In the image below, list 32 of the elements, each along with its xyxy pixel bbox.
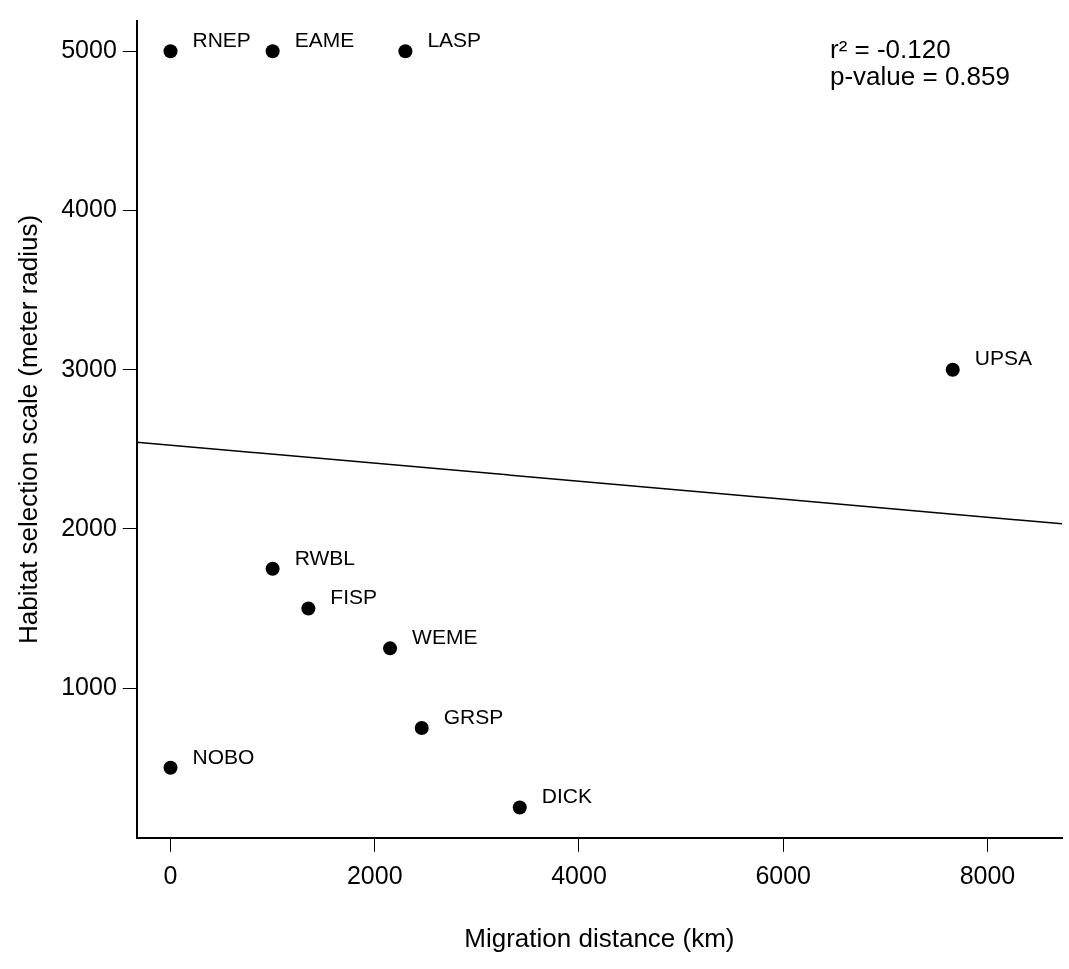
- y-tick-label: 5000: [61, 35, 117, 64]
- point: [163, 760, 178, 775]
- annotation: RNEP: [192, 28, 251, 52]
- point: [512, 800, 527, 815]
- point: [265, 561, 280, 576]
- y-tick-label: 4000: [61, 194, 117, 223]
- x-tick-label: 2000: [346, 860, 403, 889]
- annotation: RWBL: [294, 545, 355, 569]
- annotation: WEME: [412, 625, 478, 649]
- annotation: GRSP: [443, 704, 504, 728]
- x-tick-label: 8000: [959, 860, 1016, 889]
- y-axis-title: Habitat selection scale (meter radius): [12, 214, 43, 644]
- x-tick-label: 4000: [551, 860, 607, 889]
- annotation: NOBO: [192, 744, 255, 768]
- point: [163, 44, 178, 59]
- annotation: UPSA: [974, 346, 1032, 370]
- annotation: FISP: [330, 585, 378, 609]
- y-tick-label: 3000: [61, 353, 117, 382]
- x-tick-label: 6000: [755, 860, 812, 889]
- point: [301, 601, 316, 616]
- annotation: LASP: [427, 28, 482, 52]
- point: [265, 44, 280, 59]
- point: [383, 641, 398, 656]
- point: [945, 362, 960, 377]
- annotation: DICK: [541, 784, 592, 808]
- y-tick-label: 2000: [61, 512, 117, 541]
- point: [414, 720, 429, 735]
- annotation: EAME: [294, 28, 355, 52]
- x-axis-title: Migration distance (km): [464, 922, 735, 953]
- x-tick-label: 0: [163, 860, 178, 889]
- point: [398, 44, 413, 59]
- y-tick-label: 1000: [61, 672, 117, 701]
